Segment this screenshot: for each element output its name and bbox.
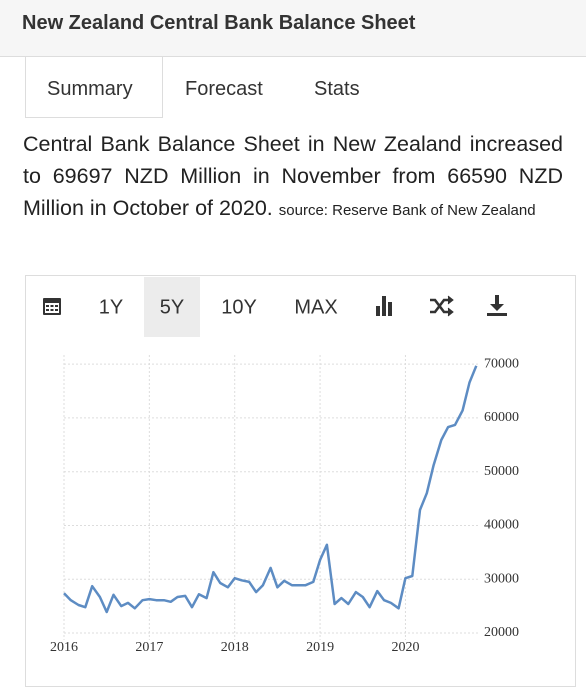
y-tick-label: 30000	[484, 571, 519, 586]
range-button[interactable]: MAX	[294, 296, 337, 318]
y-tick-label: 70000	[484, 356, 519, 371]
tab[interactable]: Stats	[314, 78, 360, 100]
summary: Central Bank Balance Sheet in New Zealan…	[23, 128, 563, 227]
summary-text: Central Bank Balance Sheet in New Zealan…	[23, 132, 563, 220]
tab[interactable]: Forecast	[185, 78, 263, 100]
y-tick-label: 60000	[484, 410, 519, 425]
y-tick-label: 50000	[484, 464, 519, 479]
active-tab[interactable]	[25, 57, 163, 118]
calendar-icon[interactable]	[43, 298, 61, 315]
page-title: New Zealand Central Bank Balance Sheet	[22, 12, 416, 34]
y-tick-label: 20000	[484, 625, 519, 640]
header: New Zealand Central Bank Balance Sheet	[0, 0, 586, 57]
x-tick-label: 2018	[221, 640, 249, 655]
selected-range-bg	[144, 277, 200, 337]
x-tick-label: 2017	[135, 640, 163, 655]
range-button[interactable]: 10Y	[221, 296, 257, 318]
x-tick-label: 2016	[50, 640, 78, 655]
range-button[interactable]: 5Y	[160, 296, 184, 318]
download-icon[interactable]	[487, 295, 507, 316]
range-button[interactable]: 1Y	[99, 296, 123, 318]
y-tick-label: 40000	[484, 518, 519, 533]
source: source: Reserve Bank of New Zealand	[278, 202, 536, 219]
data-line	[63, 365, 478, 614]
bar-chart-icon[interactable]	[376, 296, 392, 316]
tab[interactable]: Summary	[47, 78, 133, 100]
x-tick-label: 2019	[306, 640, 334, 655]
x-tick-label: 2020	[391, 640, 419, 655]
shuffle-icon[interactable]	[430, 295, 454, 317]
